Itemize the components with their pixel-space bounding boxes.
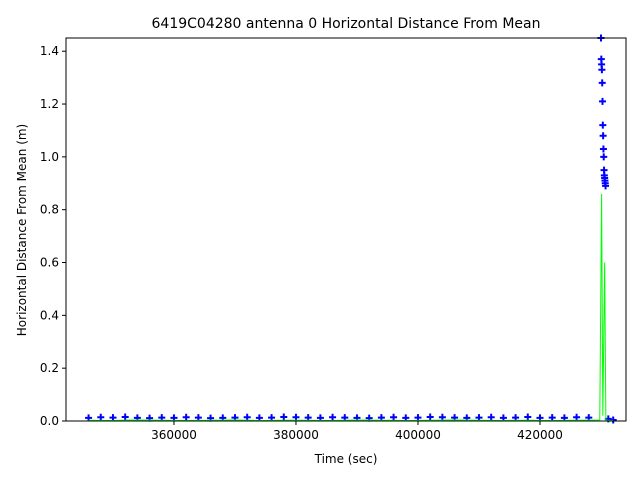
y-tick-label: 0.4 bbox=[40, 308, 59, 322]
plus-marker bbox=[97, 413, 105, 421]
plus-marker bbox=[182, 413, 190, 421]
plus-marker bbox=[280, 413, 288, 421]
y-tick-label: 0.0 bbox=[40, 414, 59, 428]
x-tick-label: 360000 bbox=[151, 428, 197, 442]
plus-marker bbox=[599, 145, 607, 153]
y-tick-label: 0.6 bbox=[40, 256, 59, 270]
plus-marker bbox=[598, 66, 606, 74]
plus-marker bbox=[599, 97, 607, 105]
plus-marker bbox=[600, 153, 608, 161]
x-tick-label: 400000 bbox=[395, 428, 441, 442]
data-line bbox=[88, 193, 614, 421]
y-tick-label: 0.2 bbox=[40, 361, 59, 375]
y-tick-label: 1.4 bbox=[40, 44, 59, 58]
plus-marker bbox=[524, 413, 532, 421]
y-tick-label: 1.0 bbox=[40, 150, 59, 164]
plot-frame bbox=[65, 37, 627, 422]
plus-marker bbox=[599, 121, 607, 129]
plus-marker bbox=[598, 79, 606, 87]
y-axis-label: Horizontal Distance From Mean (m) bbox=[15, 124, 29, 336]
plus-marker bbox=[121, 413, 129, 421]
plus-marker bbox=[548, 414, 556, 422]
plus-marker bbox=[243, 413, 251, 421]
plus-marker bbox=[602, 182, 610, 190]
x-tick-label: 380000 bbox=[273, 428, 319, 442]
x-axis-label: Time (sec) bbox=[314, 452, 378, 466]
plus-marker bbox=[487, 413, 495, 421]
plus-marker bbox=[329, 413, 337, 421]
plus-marker bbox=[390, 413, 398, 421]
plus-marker bbox=[426, 413, 434, 421]
plus-marker bbox=[292, 413, 300, 421]
y-tick-label: 0.8 bbox=[40, 203, 59, 217]
chart-title: 6419C04280 antenna 0 Horizontal Distance… bbox=[152, 16, 541, 32]
plus-marker bbox=[599, 132, 607, 140]
plus-marker bbox=[573, 413, 581, 421]
y-tick-label: 1.2 bbox=[40, 97, 59, 111]
plus-marker bbox=[109, 414, 117, 422]
x-tick-label: 420000 bbox=[517, 428, 563, 442]
